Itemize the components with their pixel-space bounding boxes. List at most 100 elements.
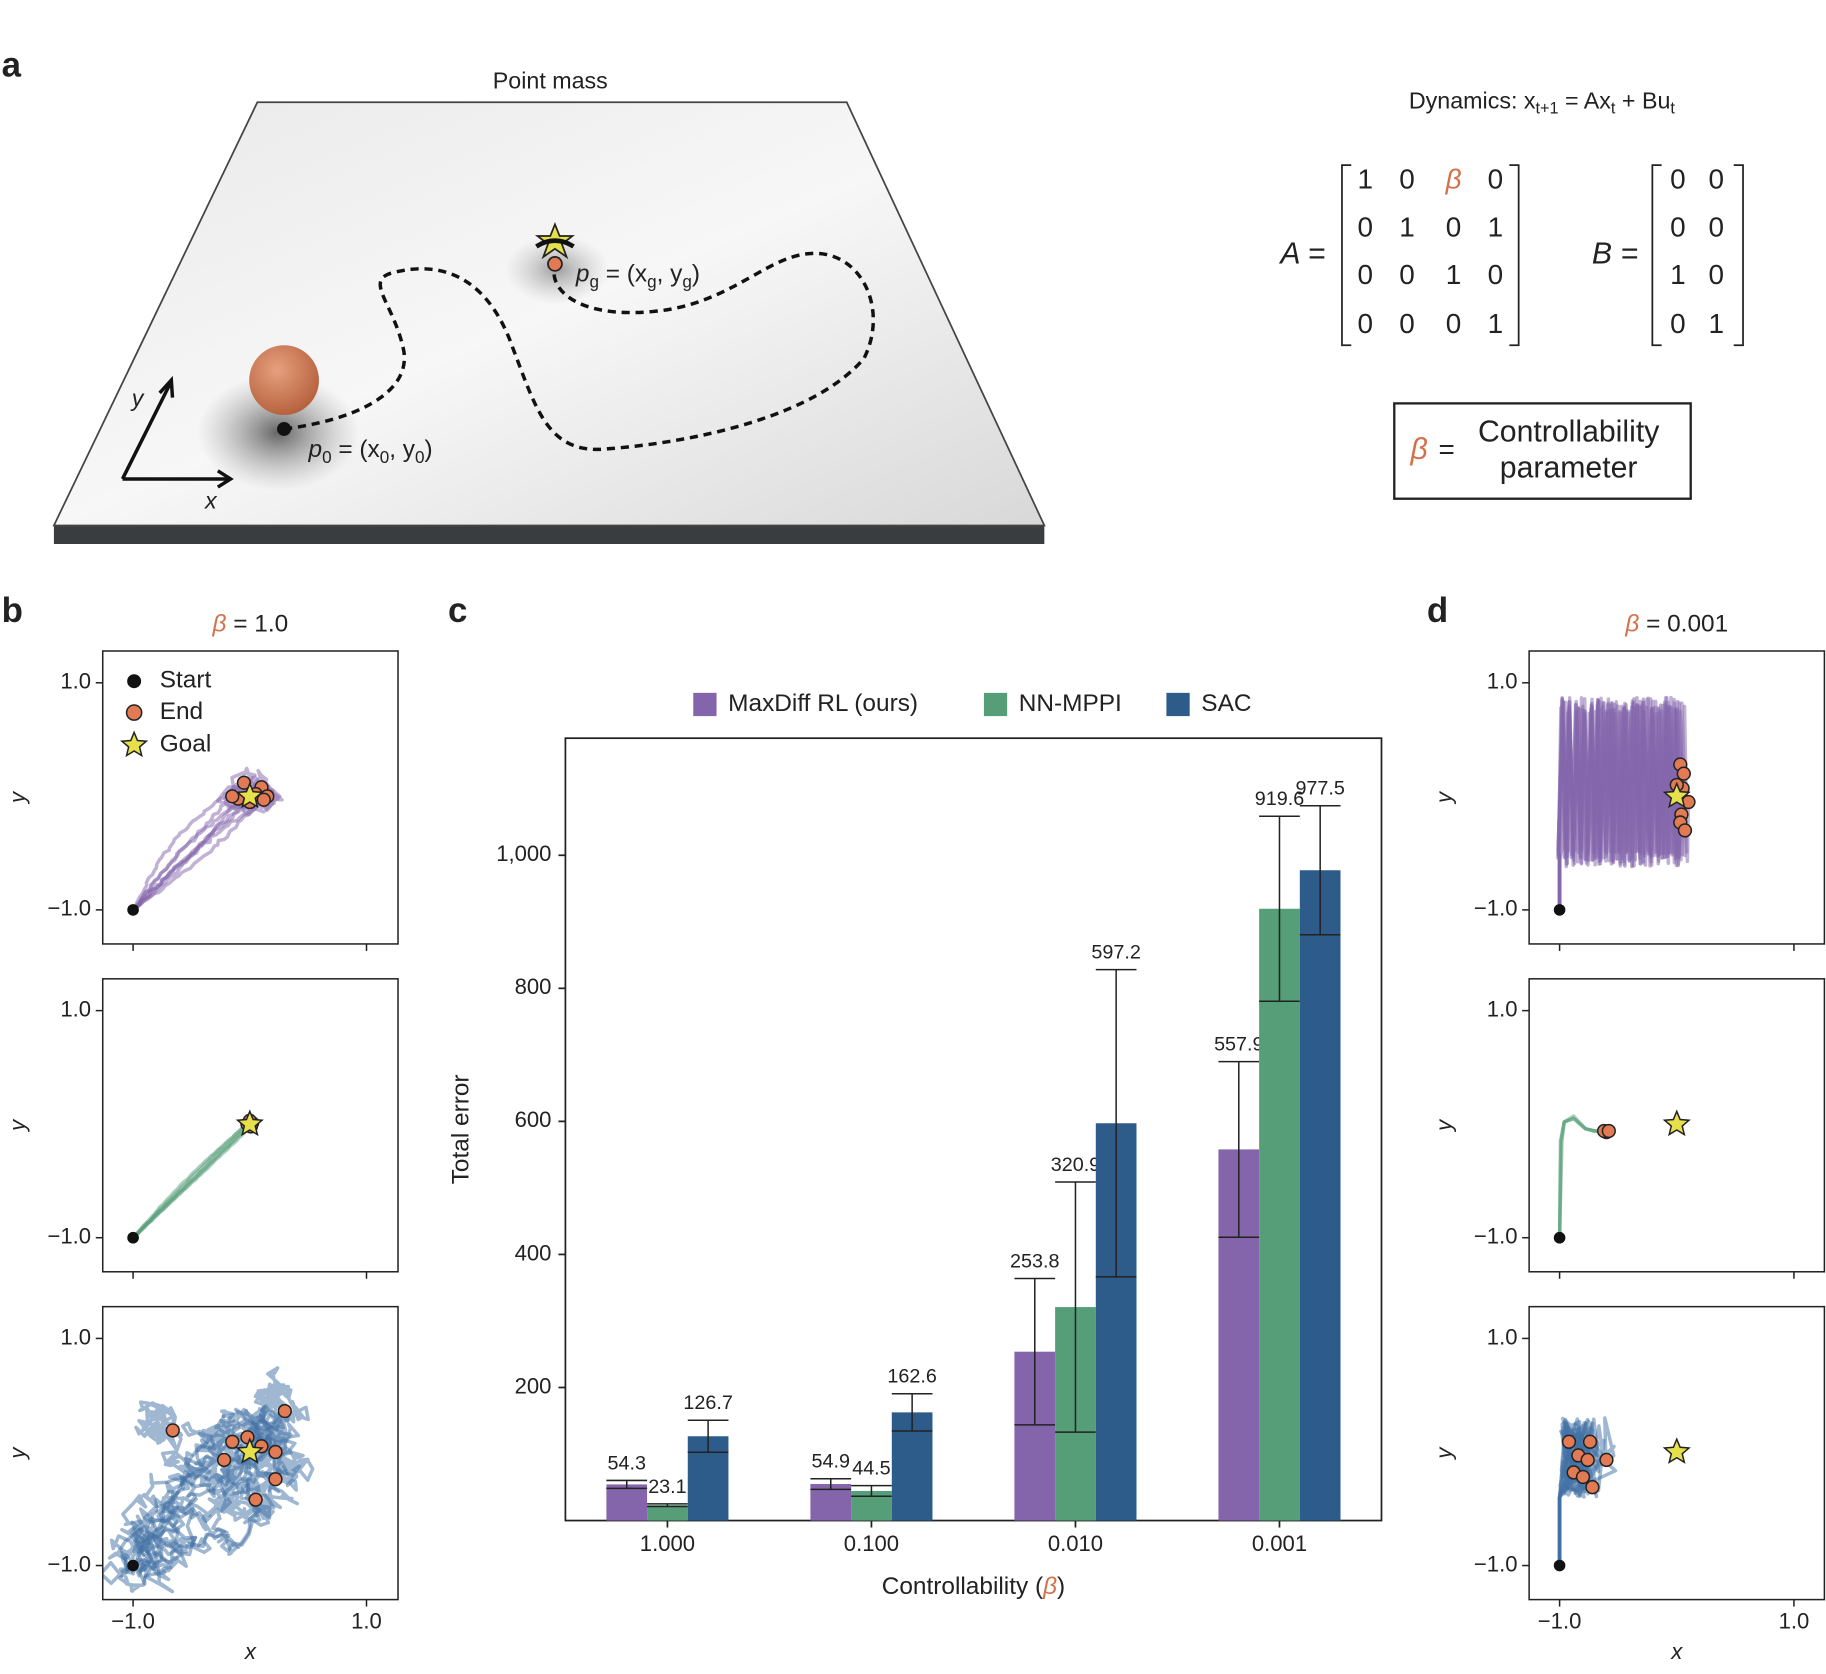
y-tick-label: 1.0 <box>1487 1324 1518 1349</box>
bar <box>1299 870 1341 1521</box>
x-tick-label: 0.001 <box>1252 1531 1307 1556</box>
matrix-entry: 0 <box>1357 211 1373 242</box>
matrix-entry: 1 <box>1670 259 1686 290</box>
end-point <box>236 775 252 790</box>
y-axis-label: y <box>5 1118 30 1133</box>
bracket <box>1651 164 1662 347</box>
bracket <box>1341 164 1352 347</box>
goal-star <box>1662 781 1691 809</box>
bar <box>647 1505 688 1521</box>
legend-marker <box>127 674 142 689</box>
end-point <box>1599 1452 1614 1468</box>
trajectory <box>142 1416 289 1579</box>
y-tick-label: 400 <box>515 1240 552 1265</box>
matrix-entry: 0 <box>1399 308 1415 339</box>
y-axis-label: y <box>1431 1446 1456 1461</box>
end-point <box>268 1472 283 1487</box>
y-tick-label: 1.0 <box>1487 669 1518 694</box>
matrix-entry: 1 <box>1357 164 1373 195</box>
end-point <box>225 1434 240 1449</box>
x-tick-label: 1.0 <box>351 1609 382 1634</box>
y-tick-label: −1.0 <box>48 1551 92 1576</box>
panel-label: b <box>2 591 23 630</box>
trajectory <box>131 1115 254 1240</box>
error-bar <box>810 1477 852 1491</box>
y-tick-label: −1.0 <box>48 1224 92 1249</box>
plane-edge <box>53 525 1045 545</box>
bar-chart: c MaxDiff RL (ours) NN-MPPI SAC 200 400 600 800… <box>447 591 1383 1600</box>
y-tick-label: −1.0 <box>1474 896 1518 921</box>
matrix-entry: 1 <box>1488 211 1504 242</box>
plot-frame <box>1528 650 1826 945</box>
end-point <box>1561 1434 1577 1449</box>
plot-frame <box>564 737 1383 1522</box>
trajectory <box>132 785 243 911</box>
label-part: Controllability ( <box>882 1573 1043 1600</box>
matrix-entry: 0 <box>1399 259 1415 290</box>
error-bar <box>1095 968 1137 1278</box>
panel-label: c <box>448 591 467 630</box>
y-tick-label: 1.0 <box>60 1324 91 1349</box>
end-point <box>268 1444 283 1460</box>
goal-star <box>235 1109 264 1137</box>
legend-swatch <box>983 692 1008 717</box>
title-part: β <box>212 611 227 638</box>
y-tick-label: 1.0 <box>1487 996 1518 1021</box>
axis-y-arrow <box>120 382 172 480</box>
y-axis-label: y <box>1431 1118 1456 1133</box>
bracket <box>1733 164 1744 347</box>
start-point <box>127 1231 139 1244</box>
trajectory-panel: d β = 0.001 −1.0 1.0 y −1.0 1.0 y −1.0 1.0 −1.0 1.0… <box>1427 591 1826 1664</box>
start-point <box>277 421 292 436</box>
value-label: 23.1 <box>648 1476 686 1498</box>
plot-frame <box>101 650 399 945</box>
value-label: 44.5 <box>852 1458 890 1480</box>
arrowhead <box>158 375 175 398</box>
y-axis-label: y <box>5 1446 30 1461</box>
x-axis-label: x <box>1670 1639 1683 1664</box>
start-point <box>1553 1231 1566 1244</box>
matrix-entry: 0 <box>1709 211 1725 242</box>
value-label: 320.9 <box>1051 1154 1100 1176</box>
value-label: 597.2 <box>1091 942 1140 964</box>
panel-a: a Point mass y x p0 = (x0, y0) pg = (xg,… <box>2 46 1744 545</box>
start-point <box>1553 1559 1566 1572</box>
start-point <box>127 904 139 916</box>
y-tick-label: 1,000 <box>496 841 551 866</box>
plot-frame <box>1528 1305 1826 1601</box>
y-tick-label: 1.0 <box>60 996 91 1021</box>
title-part: = 1.0 <box>226 611 288 638</box>
axis-label: x <box>204 487 218 513</box>
end-point <box>1580 1452 1595 1468</box>
matrix-entry: 0 <box>1446 211 1462 242</box>
param-symbol: β <box>1410 433 1428 466</box>
matrix-entry: 0 <box>1670 308 1686 339</box>
value-label: 54.9 <box>812 1451 850 1473</box>
goal-label: pg = (xg, yg) <box>575 261 700 291</box>
value-label: 54.3 <box>608 1452 646 1474</box>
subplot <box>131 1115 258 1240</box>
legend-label: NN-MPPI <box>1019 690 1122 717</box>
panel-label: d <box>1427 591 1448 630</box>
legend-label: End <box>160 698 203 725</box>
x-tick-label: −1.0 <box>1538 1609 1582 1634</box>
end-point <box>1677 823 1693 838</box>
goal-star <box>235 1437 264 1464</box>
legend-swatch <box>693 692 717 717</box>
title-part: β <box>1624 611 1639 638</box>
plot-frame <box>1528 978 1826 1273</box>
trajectory <box>132 788 284 911</box>
y-tick-label: 1.0 <box>60 669 91 694</box>
arrowhead <box>216 469 234 489</box>
matrix-entry: 1 <box>1399 211 1415 242</box>
trajectory <box>125 1474 299 1594</box>
legend-swatch <box>1166 692 1190 717</box>
matrix-entry: 0 <box>1446 308 1462 339</box>
trajectory-panel: b β = 1.0 −1.0 1.0 y Start End Goal −1.0 1.0 y −1.0… <box>2 591 399 1664</box>
goal-base <box>535 238 575 249</box>
matrix-entry: 1 <box>1488 308 1504 339</box>
value-label: 162.6 <box>887 1366 936 1388</box>
ball <box>249 345 319 416</box>
goal-star <box>235 781 264 809</box>
